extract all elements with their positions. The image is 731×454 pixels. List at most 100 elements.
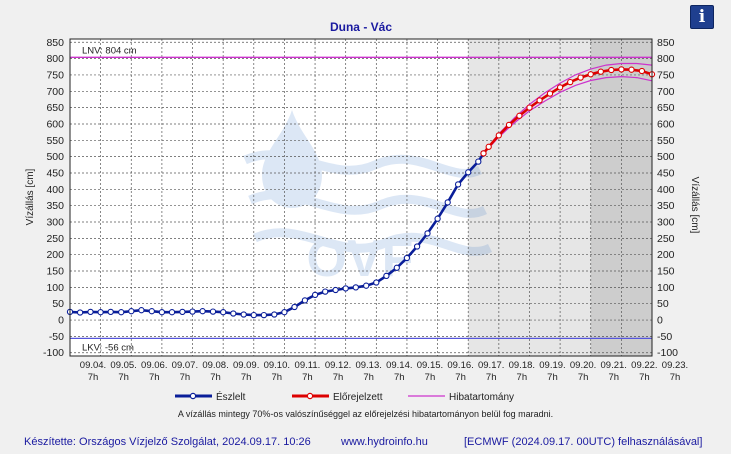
y-tick-label-left: 550 [46,135,64,147]
observed-point [87,308,94,316]
y-tick-label-right: 600 [657,118,675,130]
forecast-point [587,71,594,78]
x-tick-date: 09.11. [295,360,321,371]
observed-point [199,308,206,315]
observed-point [107,308,114,316]
observed-point [475,158,482,165]
plot-frame [69,38,653,357]
footer-source: [ECMWF (2024.09.17. 00UTC) felhasználásá… [464,436,703,448]
x-tick-hour: 7h [333,372,344,383]
x-tick-hour: 7h [455,372,466,383]
y-tick-label-right: -100 [657,347,678,359]
x-tick-date: 09.16. [447,360,473,371]
y-tick-label-left: 150 [46,266,64,278]
forecast-point [516,112,523,119]
chart-title: Duna - Vác [330,20,392,34]
y-tick-label-right: 350 [657,200,675,212]
observed-point [413,243,421,250]
x-tick-date: 09.07. [172,360,198,371]
forecast-point [480,150,487,157]
x-tick-hour: 7h [180,372,191,383]
y-tick-label-right: 500 [657,151,675,163]
x-tick-date: 09.09. [233,360,259,371]
forecast-point [485,143,492,150]
observed-point [240,311,247,318]
observed-point [220,309,227,316]
forecast-point [546,90,554,97]
y-tick-label-left: 0 [58,315,64,327]
observed-point [383,272,390,280]
x-tick-hour: 7h [272,372,283,383]
observed-point [230,310,237,317]
x-tick-date: 09.23. [662,360,688,371]
y-axis-label-left: Vízállás [cm] [25,168,36,225]
y-tick-label-right: 450 [657,167,675,179]
y-tick-label-right: 300 [657,217,675,229]
observed-point [209,308,217,315]
watermark-wave [253,228,493,256]
observed-point [97,309,104,316]
x-tick-date: 09.15. [417,360,443,371]
observed-point [128,308,135,315]
x-tick-hour: 7h [149,372,160,383]
y-tick-label-left: 350 [46,200,64,212]
watermark-text: OVF [307,230,414,288]
forecast-point [628,66,635,73]
x-tick-hour: 7h [639,372,650,383]
observed-point [118,309,125,316]
observed-point [322,288,329,295]
legend-forecast: Előrejelzett [333,392,383,403]
watermark-drop [262,110,322,208]
threshold-label-0: LNV: 804 cm [82,45,137,56]
info-icon[interactable]: i [690,5,714,29]
observed-point [158,309,166,316]
observed-point [250,311,257,319]
observed-point [76,309,84,316]
observed-point [373,279,380,286]
y-tick-label-left: 50 [52,298,64,310]
x-tick-hour: 7h [210,372,221,383]
footer-made-by: Készítette: Országos Vízjelző Szolgálat,… [24,436,311,448]
y-tick-label-right: 700 [657,86,675,98]
error-band-upper [483,62,653,154]
x-tick-date: 09.13. [355,360,381,371]
y-tick-label-left: 100 [46,282,64,294]
observed-point [311,291,319,299]
forecast-point [597,68,604,75]
observed-point [424,230,431,237]
x-tick-date: 09.20. [570,360,596,371]
observed-point [291,303,298,311]
y-tick-label-left: 700 [46,86,64,98]
observed-point [271,311,278,318]
x-tick-date: 09.21. [601,360,627,371]
y-tick-label-right: -50 [657,331,672,343]
y-tick-label-right: 100 [657,282,675,294]
forecast-point [638,67,646,75]
y-tick-label-left: 200 [46,249,64,261]
x-tick-date: 09.18. [509,360,535,371]
observed-point [342,285,349,292]
observed-point [352,284,359,291]
footer-site-link[interactable]: www.hydroinfo.hu [341,436,428,448]
y-tick-label-right: 150 [657,266,675,278]
x-tick-hour: 7h [118,372,129,383]
x-tick-date: 09.19. [539,360,565,371]
y-tick-label-left: 650 [46,102,64,114]
y-tick-label-right: 250 [657,233,675,245]
threshold-label-1: LKV: -56 cm [82,342,134,353]
legend: Észlelt Előrejelzett Hibatartomány [175,390,514,403]
observed-point [403,254,411,262]
x-tick-date: 09.17. [478,360,504,371]
y-tick-label-right: 0 [657,315,663,327]
y-tick-label-right: 850 [657,37,675,49]
x-tick-date: 09.12. [325,360,351,371]
forecast-point [556,84,564,91]
observed-point [138,307,145,314]
legend-error-band: Hibatartomány [449,392,514,403]
forecast-point [567,78,574,86]
x-tick-date: 09.22. [631,360,657,371]
observed-point [148,308,155,315]
y-tick-label-right: 50 [657,298,669,310]
x-tick-hour: 7h [363,372,374,383]
